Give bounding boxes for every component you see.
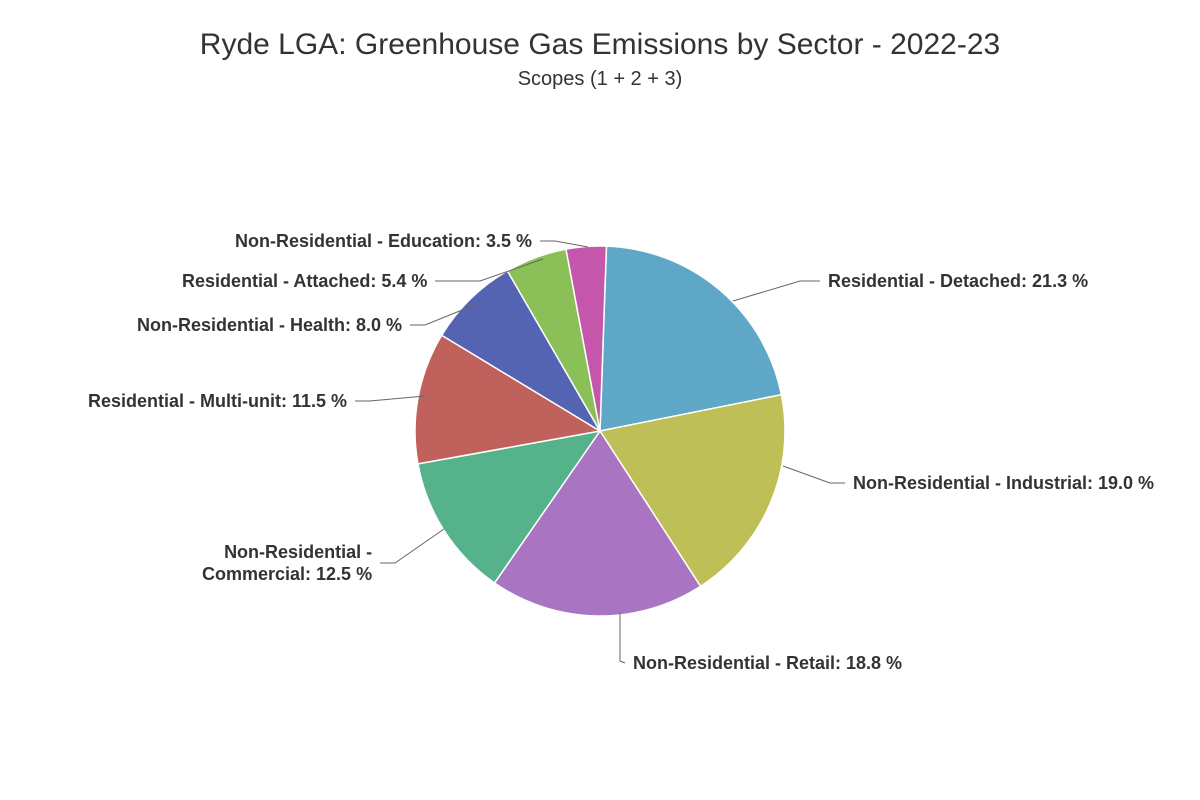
leader-line [540,241,588,247]
slice-label: Residential - Attached: 5.4 % [182,270,427,293]
slice-label: Non-Residential - Commercial: 12.5 % [202,541,372,586]
chart-subtitle: Scopes (1 + 2 + 3) [0,68,1200,91]
leader-line [783,466,845,483]
chart-title: Ryde LGA: Greenhouse Gas Emissions by Se… [0,28,1200,62]
pie-chart-area: Residential - Detached: 21.3 % Non-Reside… [0,91,1200,731]
leader-line [733,281,820,301]
slice-label: Residential - Multi-unit: 11.5 % [88,390,347,413]
leader-line [620,613,625,663]
slice-label: Non-Residential - Retail: 18.8 % [633,652,902,675]
slice-label: Non-Residential - Health: 8.0 % [137,314,402,337]
leader-line [380,529,444,563]
slice-label: Non-Residential - Education: 3.5 % [235,230,532,253]
leader-line [355,396,425,401]
slice-label: Residential - Detached: 21.3 % [828,270,1088,293]
slice-label: Non-Residential - Industrial: 19.0 % [853,472,1154,495]
